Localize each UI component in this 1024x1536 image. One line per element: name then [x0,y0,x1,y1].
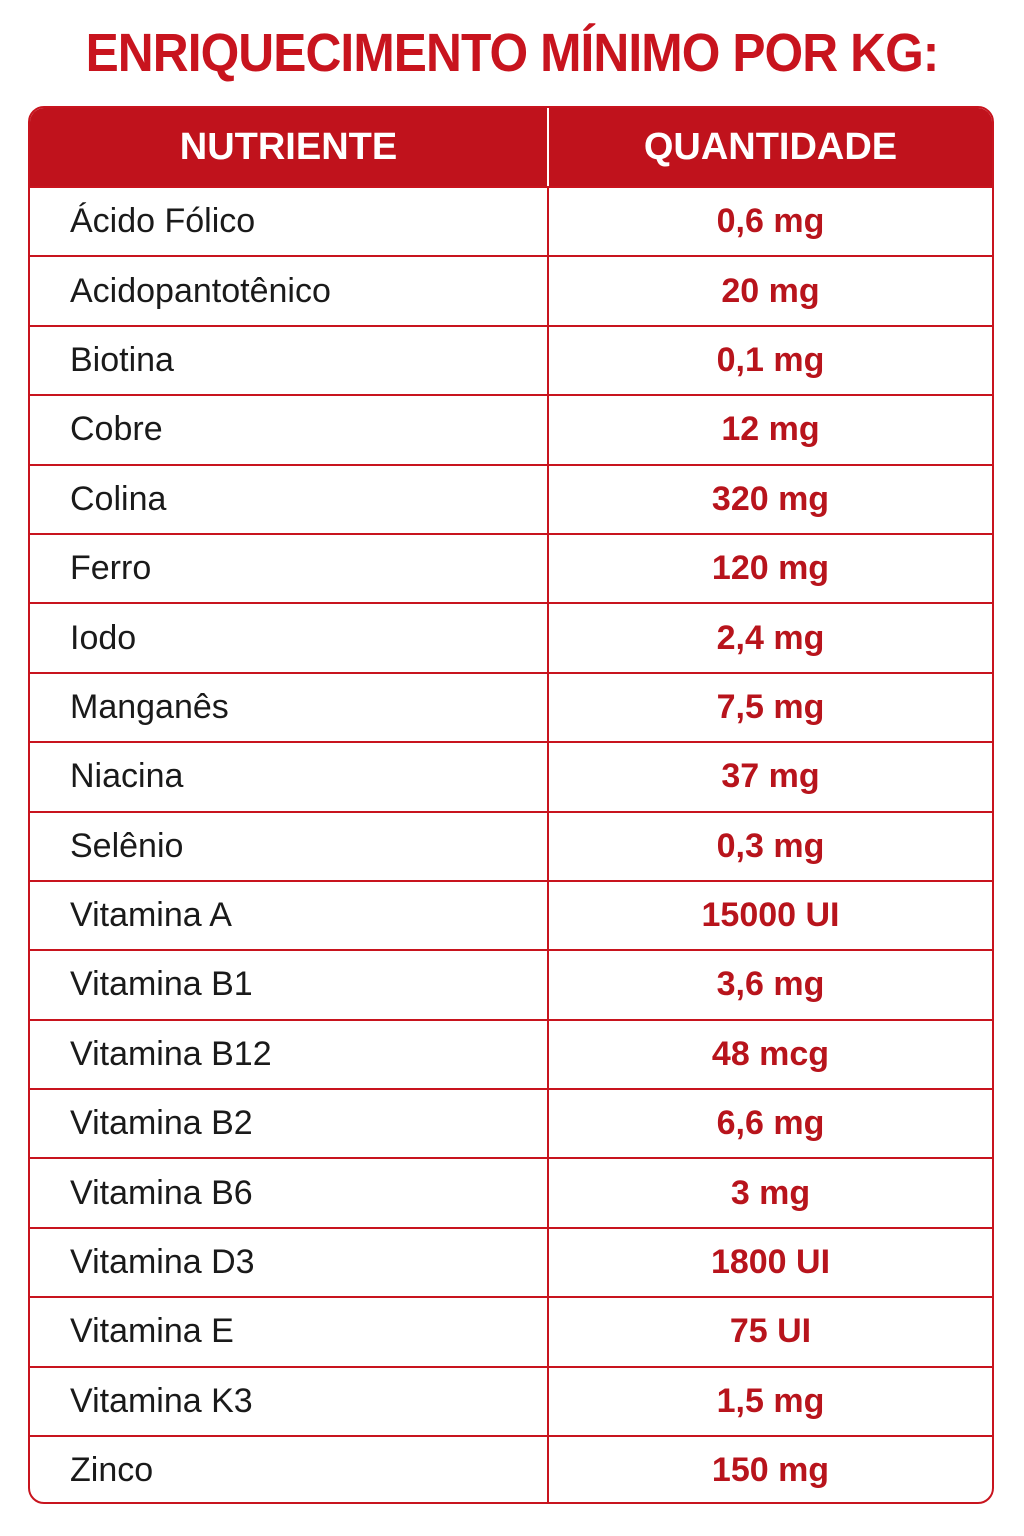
nutrient-name: Acidopantotênico [30,257,549,325]
nutrient-amount: 37 mg [721,757,820,796]
nutrient-name: Vitamina B12 [30,1020,549,1089]
nutrient-name: Vitamina B1 [30,951,549,1019]
table-header: NUTRIENTE QUANTIDADE [30,108,992,186]
nutrient-name: Vitamina K3 [30,1367,549,1436]
table-row: Vitamina B2 6,6 mg [30,1088,992,1158]
nutrient-name: Niacina [30,743,549,811]
page-title: ENRIQUECIMENTO MÍNIMO POR KG: [85,23,940,83]
table-row: Niacina 37 mg [30,741,992,811]
nutrient-amount: 75 UI [729,1312,812,1351]
table-row: Acidopantotênico 20 mg [30,255,992,325]
nutrient-name: Manganês [30,673,549,742]
table-row: Vitamina K3 1,5 mg [30,1365,992,1436]
nutrient-amount: 0,6 mg [716,202,825,241]
table-row: Manganês 7,5 mg [30,671,992,742]
nutrient-name: Vitamina B6 [30,1159,549,1227]
nutrient-name: Vitamina A [30,881,549,950]
nutrient-amount: 1800 UI [710,1243,831,1282]
nutrient-amount: 150 mg [711,1451,830,1490]
nutrient-amount: 3,6 mg [716,965,825,1004]
table-row: Vitamina B1 3,6 mg [30,949,992,1019]
column-header: QUANTIDADE [643,125,898,168]
table-row: Vitamina B6 3 mg [30,1157,992,1227]
table-body: Ácido Fólico 0,6 mg Acidopantotênico 20 mg B… [30,186,992,1502]
nutrient-amount: 0,3 mg [716,826,825,865]
table-row: Ferro 120 mg [30,532,992,603]
nutrient-name: Biotina [30,326,549,395]
nutrient-amount: 2,4 mg [716,618,825,657]
nutrient-name: Vitamina E [30,1298,549,1366]
table-row: Iodo 2,4 mg [30,602,992,672]
nutrient-name: Iodo [30,604,549,672]
nutrient-table: NUTRIENTE QUANTIDADE Ácido Fólico 0,6 mg A… [28,106,994,1504]
nutrient-amount: 12 mg [721,410,820,449]
nutrient-name: Ferro [30,534,549,603]
column-header: NUTRIENTE [30,108,549,186]
table-row: Vitamina B12 48 mcg [30,1018,992,1089]
table-row: Selênio 0,3 mg [30,810,992,880]
table-row: Colina 320 mg [30,463,992,533]
nutrient-name: Vitamina D3 [30,1228,549,1297]
nutrient-name: Colina [30,465,549,533]
nutrient-amount: 6,6 mg [716,1104,825,1143]
nutrient-name: Vitamina B2 [30,1090,549,1158]
nutrient-amount: 0,1 mg [716,340,825,379]
nutrient-amount: 3 mg [730,1173,811,1212]
nutrient-name: Selênio [30,812,549,880]
nutrient-amount: 1,5 mg [716,1381,825,1420]
table-row: Zinco 150 mg [30,1435,992,1502]
nutrient-amount: 20 mg [721,271,820,310]
nutrient-name: Ácido Fólico [30,188,549,256]
nutrient-name: Zinco [30,1437,549,1502]
nutrient-amount: 320 mg [711,479,830,518]
nutrient-amount: 48 mcg [711,1034,830,1073]
table-row: Ácido Fólico 0,6 mg [30,186,992,256]
nutrient-amount: 120 mg [711,549,830,588]
table-row: Vitamina D3 1800 UI [30,1226,992,1297]
nutrient-amount: 7,5 mg [716,687,825,726]
table-row: Vitamina E 75 UI [30,1296,992,1366]
nutrient-amount: 15000 UI [701,896,840,935]
table-row: Vitamina A 15000 UI [30,879,992,950]
table-row: Cobre 12 mg [30,394,992,464]
nutrient-name: Cobre [30,396,549,464]
table-row: Biotina 0,1 mg [30,324,992,395]
